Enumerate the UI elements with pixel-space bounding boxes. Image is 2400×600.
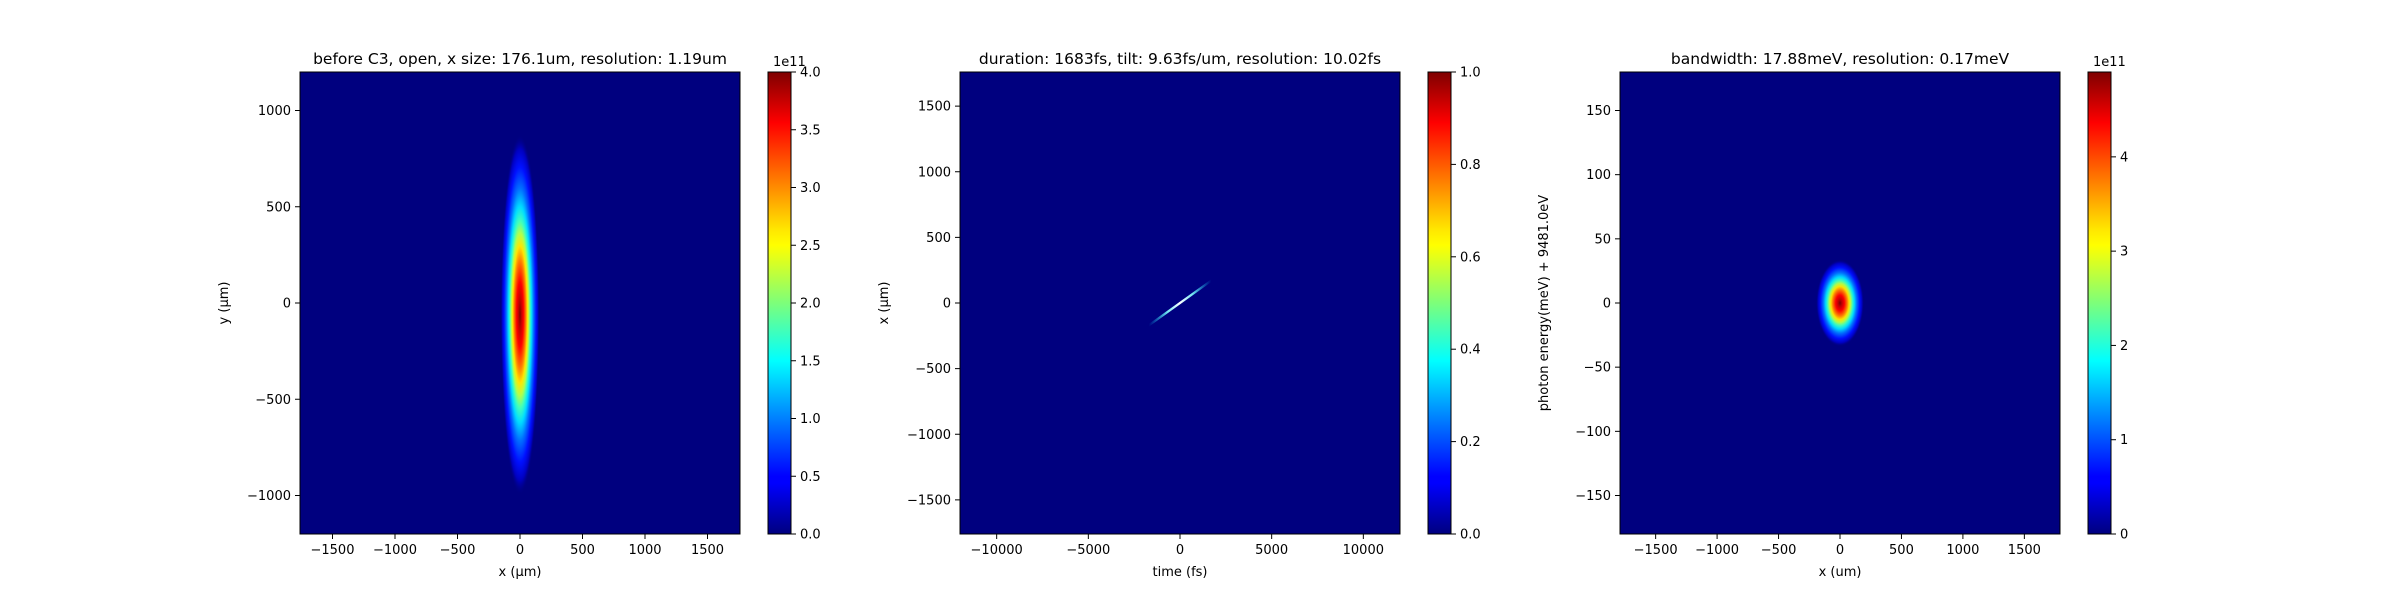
x-tick-label: 10000 — [1343, 543, 1384, 558]
colorbar-tick-label: 4 — [2120, 150, 2128, 165]
colorbar: 0.0 0.2 0.4 0.6 0.8 1.0 — [1427, 66, 1481, 543]
x-tick-label: 1000 — [628, 543, 661, 558]
colorbar-tick-label: 0.6 — [1460, 250, 1481, 265]
y-tick-label: −500 — [255, 393, 291, 408]
chart-title: duration: 1683fs, tilt: 9.63fs/um, resol… — [979, 50, 1381, 68]
x-tick-label: −500 — [440, 543, 476, 558]
colorbar-tick-label: 1.0 — [800, 412, 821, 427]
intensity-streak — [1147, 279, 1213, 327]
x-tick-label: 0 — [1176, 543, 1184, 558]
intensity-blob — [1816, 259, 1864, 347]
colorbar-tick-label: 3.5 — [800, 123, 821, 138]
chart-title: bandwidth: 17.88meV, resolution: 0.17meV — [1671, 50, 2010, 68]
chart-title: before C3, open, x size: 176.1um, resolu… — [313, 50, 727, 68]
x-tick-label: 1000 — [1946, 543, 1979, 558]
colorbar-exponent: 1e11 — [773, 55, 806, 70]
colorbar-exponent: 1e11 — [2093, 55, 2126, 70]
colorbar-tick-label: 0 — [2120, 528, 2128, 543]
x-tick-label: 0 — [1836, 543, 1844, 558]
colorbar-tick-label: 1 — [2120, 433, 2128, 448]
colorbar: 0 1 2 3 4 1e11 — [2087, 55, 2128, 543]
colorbar-tick-label: 3.0 — [800, 181, 821, 196]
y-tick-label: −50 — [1584, 361, 1611, 376]
x-tick-label: 0 — [516, 543, 524, 558]
y-tick-label: −1500 — [907, 493, 951, 508]
x-tick-label: 5000 — [1255, 543, 1288, 558]
y-tick-label: 1500 — [918, 100, 951, 115]
x-tick-label: −1500 — [311, 543, 355, 558]
colorbar-tick-label: 0.4 — [1460, 343, 1481, 358]
y-tick-label: 150 — [1586, 104, 1611, 119]
y-tick-label: 0 — [943, 297, 951, 312]
y-tick-label: −1000 — [247, 489, 291, 504]
colorbar-tick-label: 2 — [2120, 339, 2128, 354]
y-tick-label: 500 — [266, 200, 291, 215]
y-axis-label: y (μm) — [217, 282, 232, 325]
x-axis-label: time (fs) — [1153, 565, 1208, 580]
colorbar-tick-label: 0.0 — [800, 528, 821, 543]
panel-3: −1500 −1000 −500 0 500 1000 1500−150−100−50050… — [1537, 50, 2128, 580]
x-tick-label: −10000 — [971, 543, 1023, 558]
y-tick-label: 0 — [283, 297, 291, 312]
x-tick-label: 1500 — [2008, 543, 2041, 558]
panel-1: −1500 −1000 −500 0 500 1000 1500 −1000 −500 0 500 1… — [217, 50, 821, 580]
colorbar-tick-label: 0.0 — [1460, 528, 1481, 543]
x-tick-label: 1500 — [691, 543, 724, 558]
y-tick-label: −1000 — [907, 428, 951, 443]
y-tick-label: −150 — [1575, 489, 1611, 504]
y-tick-label: 1000 — [258, 104, 291, 119]
x-tick-label: −1000 — [373, 543, 417, 558]
colorbar-tick-label: 0.8 — [1460, 158, 1481, 173]
colorbar-gradient — [767, 71, 792, 535]
x-tick-label: 500 — [1889, 543, 1914, 558]
colorbar-gradient — [2087, 71, 2112, 535]
colorbar-tick-label: 1.5 — [800, 354, 821, 369]
y-tick-label: −500 — [915, 362, 951, 377]
plot-content — [500, 134, 540, 495]
x-tick-label: −1500 — [1634, 543, 1678, 558]
colorbar-tick-label: 3 — [2120, 245, 2128, 260]
intensity-blob — [500, 134, 540, 495]
y-tick-label: 100 — [1586, 168, 1611, 183]
colorbar-tick-label: 2.0 — [800, 297, 821, 312]
x-tick-label: −500 — [1761, 543, 1797, 558]
x-axis-label: x (μm) — [499, 565, 542, 580]
colorbar-tick-label: 1.0 — [1460, 66, 1481, 81]
y-tick-label: 1000 — [918, 165, 951, 180]
y-axis-label: photon energy(meV) + 9481.0eV — [1537, 195, 1552, 412]
y-tick-label: 0 — [1603, 297, 1611, 312]
colorbar-tick-label: 2.5 — [800, 239, 821, 254]
colorbar-tick-label: 0.5 — [800, 470, 821, 485]
y-tick-label: 50 — [1594, 232, 1611, 247]
colorbar-tick-label: 0.2 — [1460, 435, 1481, 450]
y-tick-label: −100 — [1575, 425, 1611, 440]
y-axis-label: x (μm) — [877, 282, 892, 325]
x-tick-label: −1000 — [1695, 543, 1739, 558]
y-tick-label: 500 — [926, 231, 951, 246]
panel-2: −10000 −5000 0 5000 10000−1500−1000−50005001… — [877, 50, 1481, 580]
x-tick-label: −5000 — [1066, 543, 1110, 558]
x-axis-label: x (um) — [1819, 565, 1862, 580]
x-tick-label: 500 — [570, 543, 595, 558]
plot-content — [1147, 279, 1213, 327]
colorbar-tick-label: 4.0 — [800, 66, 821, 81]
colorbar-gradient — [1427, 71, 1452, 535]
plot-content — [1816, 259, 1864, 347]
